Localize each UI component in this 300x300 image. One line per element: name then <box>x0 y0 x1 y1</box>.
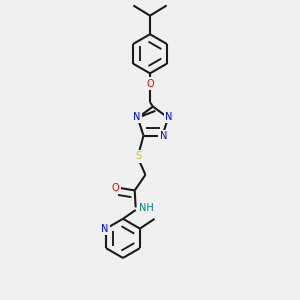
Text: N: N <box>160 131 167 141</box>
Text: N: N <box>101 224 108 234</box>
Text: S: S <box>136 151 142 161</box>
Text: N: N <box>166 112 173 122</box>
Text: O: O <box>146 79 154 88</box>
Text: O: O <box>112 182 120 193</box>
Text: NH: NH <box>139 203 154 213</box>
Text: N: N <box>133 112 140 122</box>
